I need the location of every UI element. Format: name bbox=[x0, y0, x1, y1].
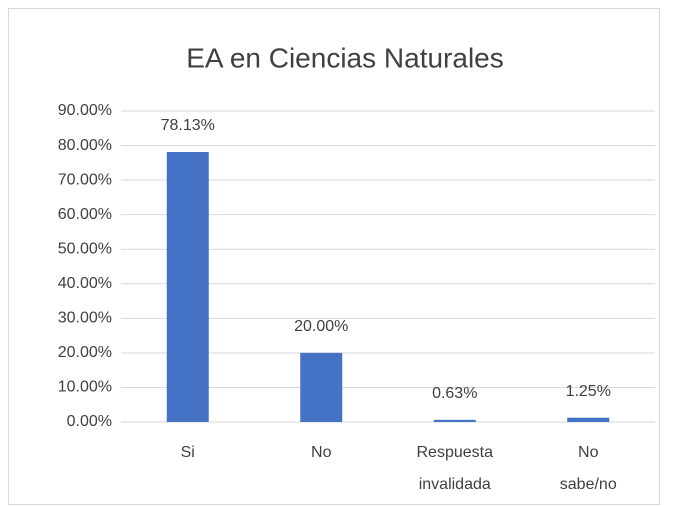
y-tick-label: 20.00% bbox=[58, 344, 112, 361]
y-tick-label: 10.00% bbox=[58, 379, 112, 396]
data-label: 0.63% bbox=[432, 385, 477, 402]
x-tick-label: No bbox=[311, 444, 332, 461]
y-tick-label: 30.00% bbox=[58, 310, 112, 327]
y-tick-label: 80.00% bbox=[58, 137, 112, 154]
bar bbox=[166, 152, 209, 422]
data-label: 1.25% bbox=[566, 383, 611, 400]
y-tick-label: 90.00% bbox=[58, 102, 112, 119]
data-label: 20.00% bbox=[294, 318, 348, 335]
y-tick-label: 0.00% bbox=[67, 413, 112, 430]
y-tick-label: 40.00% bbox=[58, 275, 112, 292]
bar bbox=[567, 417, 610, 422]
y-tick-label: 50.00% bbox=[58, 240, 112, 257]
bar bbox=[433, 419, 476, 422]
bar bbox=[300, 352, 343, 422]
y-tick-label: 70.00% bbox=[58, 171, 112, 188]
x-tick-label: Si bbox=[181, 444, 195, 461]
y-tick-label: 60.00% bbox=[58, 206, 112, 223]
chart-title: EA en Ciencias Naturales bbox=[186, 42, 504, 73]
x-tick-label: Respuesta invalidada bbox=[417, 444, 494, 493]
data-label: 78.13% bbox=[161, 117, 215, 134]
